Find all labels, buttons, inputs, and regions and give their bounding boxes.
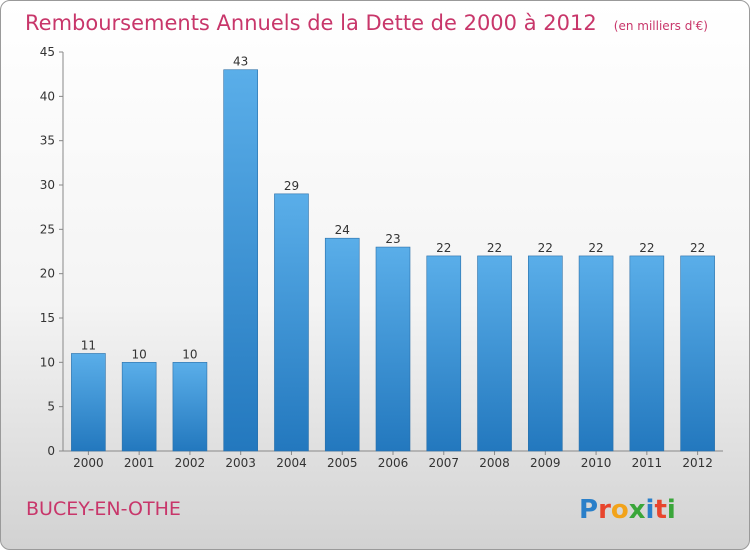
- logo-letter: r: [598, 495, 611, 525]
- bars: [71, 69, 715, 452]
- value-label-2012: 22: [690, 241, 705, 255]
- x-tick-label: 2000: [73, 456, 104, 470]
- chart-unit-text: (en milliers d'€): [614, 19, 708, 33]
- value-label-2009: 22: [538, 241, 553, 255]
- bar-2009: [528, 255, 563, 452]
- y-tick-label: 10: [40, 355, 55, 369]
- value-label-2003: 43: [233, 55, 248, 69]
- y-axis: 0 5 10 15 20 25 30 35 40 45: [40, 45, 64, 458]
- bar-2012: [680, 255, 715, 452]
- bar-2005: [324, 237, 360, 452]
- y-tick-label: 0: [47, 444, 55, 458]
- chart-title: Remboursements Annuels de la Dette de 20…: [25, 11, 708, 35]
- y-tick-label: 20: [40, 267, 55, 281]
- x-tick-label: 2003: [225, 456, 256, 470]
- y-tick-label: 5: [47, 400, 55, 414]
- logo-letter: o: [611, 495, 629, 525]
- x-tick-label: 2009: [530, 456, 561, 470]
- value-label-2007: 22: [436, 241, 451, 255]
- y-tick-label: 35: [40, 134, 55, 148]
- value-label-2008: 22: [487, 241, 502, 255]
- value-label-2001: 10: [132, 347, 147, 361]
- x-tick-label: 2004: [276, 456, 307, 470]
- y-tick-label: 30: [40, 178, 55, 192]
- value-label-2010: 22: [588, 241, 603, 255]
- bar-2007: [426, 255, 462, 452]
- logo-letter: i: [646, 495, 655, 525]
- x-tick-label: 2008: [479, 456, 510, 470]
- commune-name: BUCEY-EN-OTHE: [26, 498, 181, 520]
- y-tick-label: 40: [40, 89, 55, 103]
- x-axis: 2000 2001 2002 2003 2004 2005 2006 2007 2008 2009…: [63, 450, 723, 470]
- bar-2002: [172, 362, 208, 452]
- x-tick-label: 2007: [428, 456, 459, 470]
- x-tick-label: 2005: [327, 456, 358, 470]
- chart-title-text: Remboursements Annuels de la Dette de 20…: [25, 11, 597, 35]
- value-label-2000: 11: [81, 338, 96, 352]
- value-label-2004: 29: [284, 179, 299, 193]
- bar-2011: [629, 255, 665, 452]
- logo-letter: x: [629, 495, 646, 525]
- x-tick-label: 2010: [581, 456, 612, 470]
- logo-letter: i: [667, 495, 676, 525]
- proxiti-logo: Proxiti: [579, 495, 676, 525]
- x-tick-label: 2012: [682, 456, 713, 470]
- bar-2004: [274, 193, 309, 452]
- x-tick-label: 2001: [124, 456, 155, 470]
- y-tick-label: 15: [40, 311, 55, 325]
- y-tick-label: 25: [40, 222, 55, 236]
- x-tick-label: 2011: [632, 456, 663, 470]
- bar-2001: [121, 362, 157, 452]
- value-label-2011: 22: [639, 241, 654, 255]
- bar-2008: [477, 255, 512, 452]
- bar-2003: [223, 69, 258, 452]
- bar-2010: [578, 255, 614, 452]
- x-tick-label: 2002: [175, 456, 206, 470]
- value-label-2005: 24: [335, 223, 350, 237]
- logo-letter: P: [579, 495, 598, 525]
- y-tick-label: 45: [40, 45, 55, 59]
- bar-2006: [375, 246, 411, 452]
- value-label-2006: 23: [385, 232, 400, 246]
- x-tick-label: 2006: [378, 456, 409, 470]
- logo-letter: t: [654, 495, 666, 525]
- value-label-2002: 10: [182, 347, 197, 361]
- value-labels: 11 10 10 43 29 24 23 22 22 22 22 22 22: [81, 55, 706, 362]
- bar-2000: [71, 353, 106, 452]
